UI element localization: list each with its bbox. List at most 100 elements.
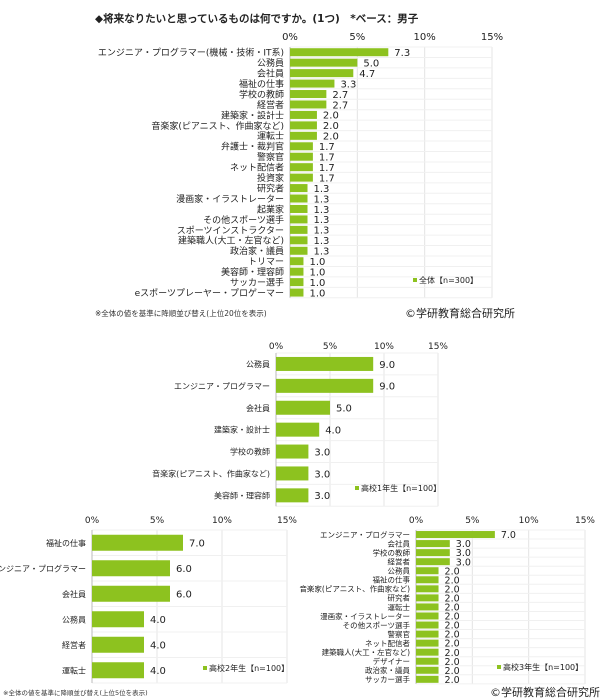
category-label: 建築家・設計士	[214, 425, 270, 435]
tick-label: 0%	[85, 516, 100, 526]
bar	[290, 173, 313, 182]
category-label: 警察官	[388, 629, 411, 639]
category-label: 弁護士・裁判官	[221, 141, 284, 153]
bar	[416, 603, 439, 611]
category-label: 福祉の仕事	[373, 575, 411, 585]
tick-label: 10%	[414, 32, 436, 43]
tick-label: 10%	[374, 342, 394, 352]
data-label: 1.0	[309, 278, 325, 289]
data-label: 2.0	[445, 657, 460, 668]
tick-label: 15%	[481, 32, 503, 43]
legend-label: 高校3年生【n=100】	[503, 662, 583, 672]
data-label: 3.0	[314, 447, 330, 458]
category-label: 美容師・理容師	[214, 490, 270, 500]
bar	[276, 466, 309, 481]
tick-label: 10%	[519, 516, 539, 526]
data-label: 1.3	[314, 226, 330, 237]
footnote-bottom-left: ※全体の値を基準に降順並び替え(上位5位を表示)	[3, 689, 148, 697]
data-label: 2.0	[445, 612, 460, 623]
category-label: 建築職人(大工・左官など)	[322, 647, 410, 657]
page-title: ◆将来なりたいと思っているものは何ですか。(1つ) *ベース：男子	[95, 13, 419, 25]
category-label: 運転士	[62, 665, 86, 675]
bar	[416, 666, 439, 674]
tick-label: 5%	[465, 516, 480, 526]
data-label: 1.7	[319, 153, 335, 164]
data-label: 2.0	[323, 132, 339, 143]
data-label: 6.0	[176, 590, 192, 601]
category-label: 公務員	[388, 566, 411, 576]
footnote-top: ※全体の値を基準に降順並び替え(上位20位を表示)	[95, 309, 267, 318]
bar	[290, 69, 354, 78]
data-label: 3.0	[314, 469, 330, 480]
bar	[290, 79, 335, 88]
tick-label: 15%	[575, 516, 595, 526]
data-label: 9.0	[379, 360, 395, 371]
bar	[416, 576, 439, 584]
bar	[290, 58, 358, 67]
data-label: 7.0	[189, 539, 205, 550]
category-label: 学校の教師	[239, 88, 284, 100]
bar	[290, 194, 308, 203]
bar	[276, 356, 374, 371]
category-label: 美容師・理容師	[221, 266, 284, 278]
category-label: 音楽家(ピアニスト、作曲家など)	[299, 584, 410, 594]
bar	[92, 611, 144, 628]
category-label: 公務員	[246, 359, 270, 369]
category-label: 政治家・議員	[230, 245, 284, 257]
category-label: その他スポーツ選手	[203, 214, 284, 226]
data-label: 2.0	[445, 593, 460, 604]
tick-label: 15%	[428, 342, 448, 352]
bar	[290, 152, 313, 161]
bar	[276, 378, 374, 393]
bar	[290, 204, 308, 213]
bar	[416, 540, 450, 548]
legend-swatch	[497, 665, 501, 669]
tick-label: 10%	[212, 516, 232, 526]
data-label: 3.0	[456, 539, 471, 550]
data-label: 2.0	[445, 603, 460, 614]
bar	[290, 246, 308, 255]
category-label: 福祉の仕事	[46, 538, 86, 548]
category-label: サッカー選手	[365, 674, 410, 684]
data-label: 2.0	[445, 621, 460, 632]
data-label: 4.0	[150, 666, 166, 677]
category-label: エンジニア・プログラマー	[0, 563, 86, 573]
category-label: サッカー選手	[230, 277, 284, 289]
tick-label: 0%	[269, 342, 284, 352]
category-label: 会社員	[246, 403, 270, 413]
category-label: 建築家・設計士	[221, 109, 284, 121]
data-label: 7.0	[501, 530, 516, 541]
data-label: 7.3	[394, 48, 410, 59]
bar	[416, 648, 439, 656]
tick-label: 0%	[409, 516, 424, 526]
category-label: その他スポーツ選手	[343, 620, 411, 630]
category-label: 漫画家・イラストレーター	[320, 611, 410, 621]
category-label: 政治家・議員	[365, 665, 410, 675]
category-label: 漫画家・イラストレーター	[176, 193, 284, 205]
category-label: トリマー	[248, 258, 284, 268]
bar	[290, 110, 317, 119]
category-label: 投資家	[257, 172, 284, 184]
bar	[416, 594, 439, 602]
data-label: 1.7	[319, 173, 335, 184]
data-label: 2.0	[323, 121, 339, 132]
data-label: 6.0	[176, 564, 192, 575]
bar	[276, 444, 309, 459]
bar	[416, 639, 439, 647]
bar	[92, 636, 144, 653]
category-label: 学校の教師	[373, 547, 411, 557]
data-label: 9.0	[379, 382, 395, 393]
category-label: デザイナー	[373, 656, 410, 666]
category-label: 学校の教師	[230, 447, 270, 457]
legend-swatch	[203, 666, 207, 670]
category-label: 起業家	[257, 203, 284, 215]
bar	[290, 121, 317, 130]
bar	[416, 558, 450, 566]
category-label: 警察官	[257, 151, 284, 163]
category-label: スポーツインストラクター	[177, 225, 284, 236]
category-label: 公務員	[257, 57, 284, 69]
category-label: 研究者	[257, 182, 284, 194]
data-label: 3.0	[456, 557, 471, 568]
category-label: eスポーツプレーヤー・プロゲーマー	[135, 287, 284, 299]
tick-label: 5%	[150, 516, 165, 526]
